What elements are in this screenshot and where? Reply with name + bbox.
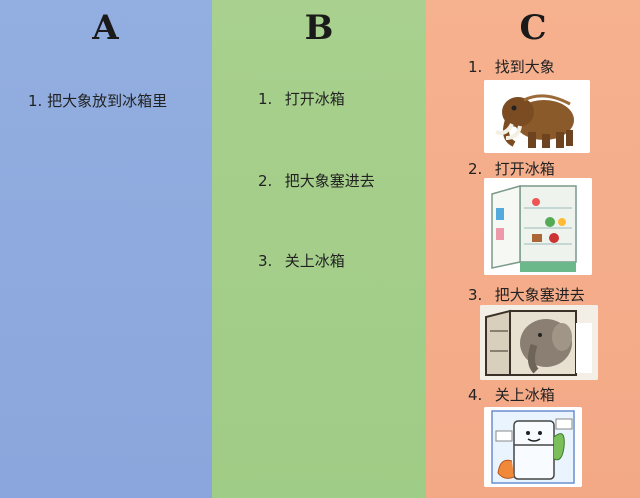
column-b-step-3: 3. 关上冰箱 <box>258 250 345 271</box>
column-c-step-1: 1. 找到大象 <box>468 56 555 77</box>
step-text: 关上冰箱 <box>494 386 555 404</box>
column-b-header: B <box>304 8 334 48</box>
step-number: 4. <box>468 386 483 404</box>
step-number: 2. <box>468 160 483 178</box>
step-text: 找到大象 <box>494 58 555 76</box>
column-b-step-2: 2. 把大象塞进去 <box>258 170 375 191</box>
step-text: 把大象塞进去 <box>284 172 375 190</box>
column-c-header: C <box>519 8 547 48</box>
column-a: A 1. 把大象放到冰箱里 <box>0 0 212 498</box>
column-c: C 1. 找到大象 2. 打开冰箱 <box>426 0 640 498</box>
step-text: 打开冰箱 <box>284 90 345 108</box>
column-b-step-1: 1. 打开冰箱 <box>258 88 345 109</box>
step-number: 2. <box>258 172 273 190</box>
mammoth-illustration <box>484 80 590 153</box>
step-number: 3. <box>258 252 273 270</box>
step-text: 打开冰箱 <box>494 160 555 178</box>
column-b: B 1. 打开冰箱 2. 把大象塞进去 3. 关上冰箱 <box>212 0 426 498</box>
step-text: 把大象放到冰箱里 <box>47 92 168 110</box>
step-number: 1. <box>258 90 273 108</box>
column-c-step-2: 2. 打开冰箱 <box>468 158 555 179</box>
column-c-step-3: 3. 把大象塞进去 <box>468 284 585 305</box>
step-text: 关上冰箱 <box>284 252 345 270</box>
open-fridge-illustration <box>484 178 592 275</box>
column-c-step-4: 4. 关上冰箱 <box>468 384 555 405</box>
step-number: 1. <box>28 92 43 110</box>
step-number: 3. <box>468 286 483 304</box>
cartoon-fridge-illustration <box>484 407 582 487</box>
step-number: 1. <box>468 58 483 76</box>
column-a-header: A <box>92 8 120 48</box>
column-a-step-1: 1. 把大象放到冰箱里 <box>28 90 167 111</box>
elephant-in-fridge-illustration <box>480 305 598 380</box>
step-text: 把大象塞进去 <box>494 286 585 304</box>
